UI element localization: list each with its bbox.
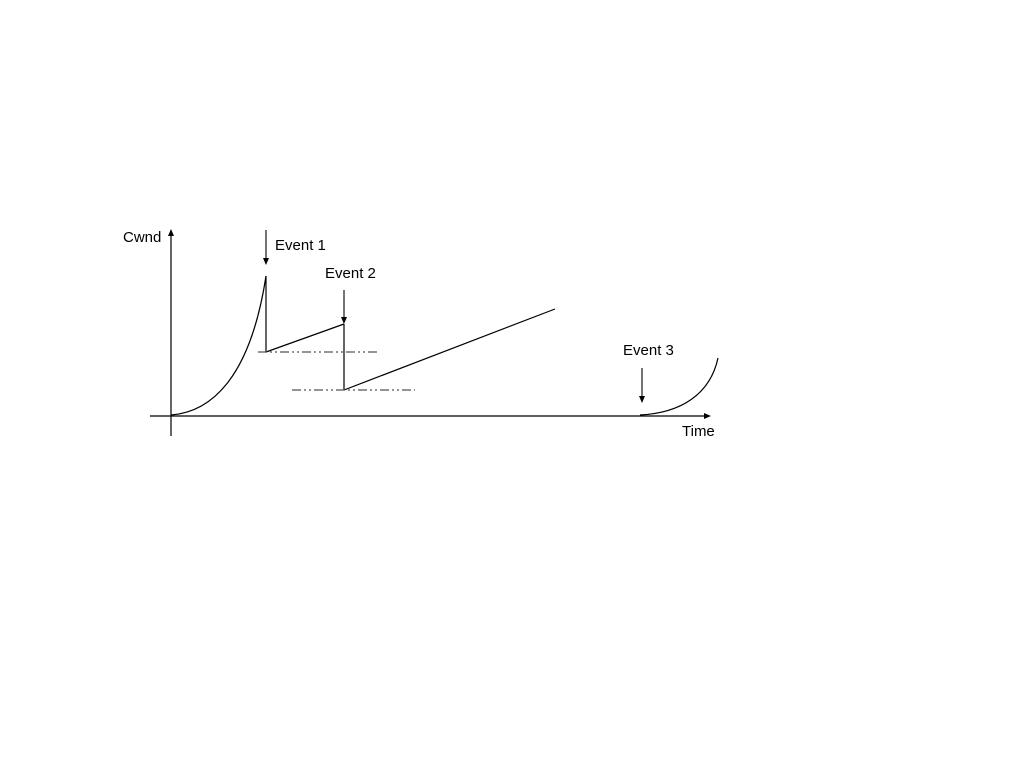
thresholds bbox=[258, 351, 415, 391]
cwnd-curve bbox=[170, 275, 719, 416]
event-3-label: Event 3 bbox=[623, 342, 674, 359]
congestion-avoidance-line-2 bbox=[343, 308, 556, 391]
event-2-marker: Event 2 bbox=[325, 265, 376, 324]
congestion-avoidance-line-1 bbox=[265, 323, 345, 353]
event-1-label: Event 1 bbox=[275, 237, 326, 254]
x-axis-label: Time bbox=[682, 423, 715, 440]
axes bbox=[150, 229, 711, 436]
slow-start-curve bbox=[170, 275, 267, 416]
event-3-marker: Event 3 bbox=[623, 342, 674, 403]
event-1-marker: Event 1 bbox=[263, 230, 326, 265]
event-2-label: Event 2 bbox=[325, 265, 376, 282]
y-axis-label: Cwnd bbox=[123, 229, 161, 246]
slow-start-restart-curve bbox=[639, 357, 719, 416]
